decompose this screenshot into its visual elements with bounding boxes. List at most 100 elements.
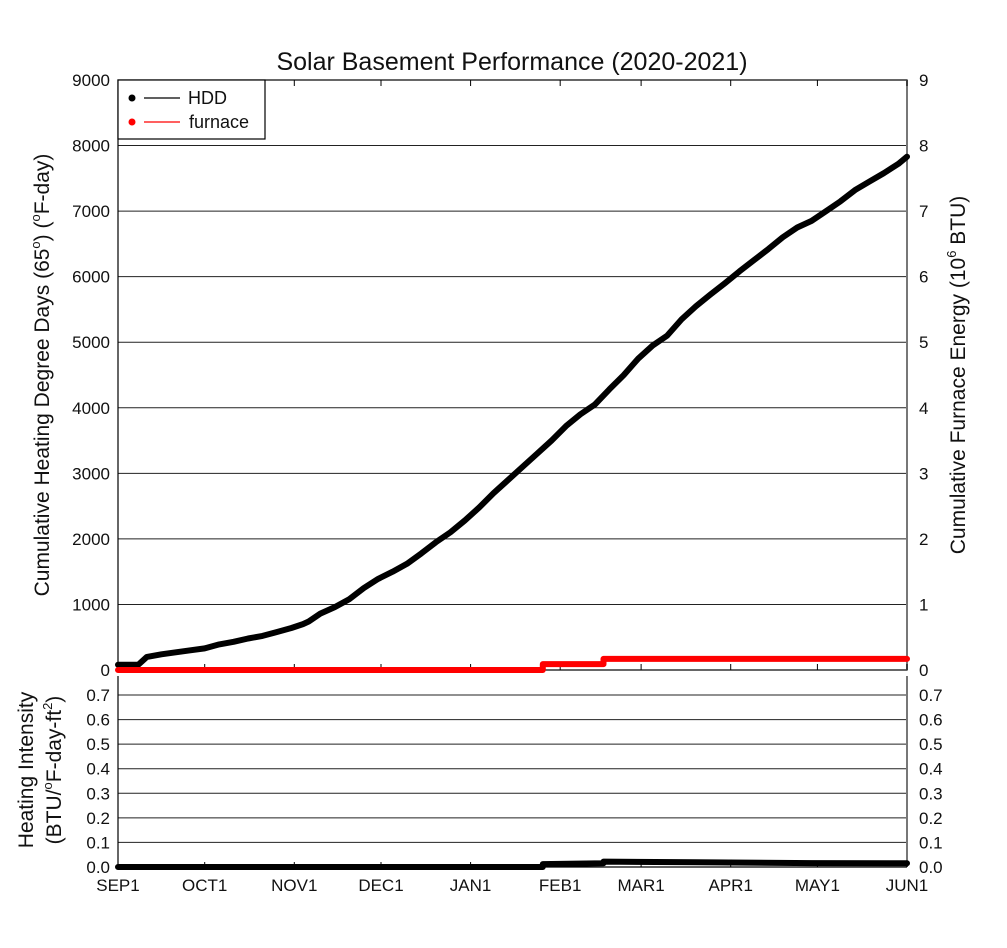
x-tick-label: JUN1 (886, 876, 929, 895)
y-axis-title-intensity-line1: Heating Intensity (15, 691, 38, 848)
legend-box (117, 79, 266, 140)
bottom-y2-tick-label: 0.1 (919, 833, 943, 852)
top-y2-tick-label: 4 (919, 399, 928, 418)
bottom-y-tick-label: 0.4 (86, 760, 110, 779)
hdd-point (448, 530, 452, 534)
hdd-point (766, 247, 770, 251)
top-y2-tick-label: 1 (919, 595, 928, 614)
bottom-y-tick-label: 0.0 (86, 858, 110, 877)
intensity-point (541, 862, 545, 866)
top-y-tick-label: 2000 (72, 530, 110, 549)
top-y-tick-label: 0 (101, 661, 110, 680)
hdd-point (550, 439, 554, 443)
top-y-tick-label: 7000 (72, 202, 110, 221)
hdd-point (318, 612, 322, 616)
furnace-point (541, 668, 545, 672)
y-axis-title-intensity-line2: (BTU/oF-day-ft2) (40, 696, 66, 845)
hdd-point (333, 605, 337, 609)
furnace-series-line (115, 655, 910, 673)
intensity-point (602, 860, 606, 864)
hdd-point (217, 642, 221, 646)
hdd-point (853, 188, 857, 192)
hdd-point (622, 373, 626, 377)
hdd-point (391, 570, 395, 574)
x-tick-labels: SEP1 OCT1 NOV1 DEC1 JAN1 FEB1 MAR1 APR1 MAY1 JUN1 (96, 876, 928, 895)
hdd-point (636, 357, 640, 361)
legend: HDD furnace (117, 79, 266, 140)
x-tick-label: APR1 (708, 876, 752, 895)
top-gridlines (118, 145, 907, 605)
top-y-tick-label: 9000 (72, 71, 110, 90)
furnace-point (602, 657, 606, 661)
hdd-point (651, 344, 655, 347)
bottom-y-tick-label: 0.1 (86, 833, 110, 852)
hdd-point (159, 652, 163, 656)
y-axis-title-hdd: Cumulative Heating Degree Days (65o) (oF… (28, 154, 54, 597)
hdd-point (521, 465, 525, 469)
hdd-point (347, 597, 351, 601)
hdd-point (301, 622, 305, 626)
hdd-point (289, 626, 293, 630)
hdd-point (145, 655, 149, 659)
hdd-point (275, 630, 279, 634)
top-y-tick-label: 8000 (72, 137, 110, 156)
bottom-y2-tick-label: 0.5 (919, 735, 943, 754)
x-tick-label: OCT1 (182, 876, 227, 895)
hdd-point (564, 424, 568, 428)
bottom-y2-tick-labels: 0.0 0.1 0.2 0.3 0.4 0.5 0.6 0.7 (919, 686, 943, 877)
top-y-tick-label: 3000 (72, 464, 110, 483)
top-series (115, 153, 910, 673)
top-y2-tick-label: 0 (919, 661, 928, 680)
bottom-y2-tick-label: 0.6 (919, 711, 943, 730)
hdd-point (752, 258, 756, 262)
bottom-y2-tick-label: 0.0 (919, 858, 943, 877)
top-y2-tick-label: 8 (919, 137, 928, 156)
bottom-y-tick-label: 0.2 (86, 809, 110, 828)
hdd-point (477, 505, 481, 509)
intensity-point (116, 865, 120, 869)
top-y2-tick-label: 9 (919, 71, 928, 90)
bottom-y-tick-label: 0.5 (86, 735, 110, 754)
hdd-point (405, 562, 409, 566)
bottom-y-tick-label: 0.3 (86, 784, 110, 803)
hdd-point (905, 155, 909, 159)
x-tick-label: MAR1 (617, 876, 664, 895)
hdd-point (680, 317, 684, 321)
hdd-point (593, 403, 597, 406)
top-plot-frame (117, 79, 908, 671)
hdd-point (376, 577, 380, 581)
hdd-point (535, 452, 539, 456)
hdd-point (839, 199, 843, 203)
hdd-point (419, 551, 423, 555)
intensity-point (905, 861, 909, 865)
hdd-point (136, 663, 140, 667)
y2-axis-title-furnace: Cumulative Furnace Energy (106 BTU) (944, 196, 970, 555)
top-plot-border (117, 79, 908, 671)
hdd-point (824, 209, 828, 213)
hdd-point (246, 637, 250, 641)
bottom-y2-tick-label: 0.3 (919, 784, 943, 803)
hdd-point (810, 219, 814, 223)
hdd-point (665, 334, 669, 338)
bottom-y2-tick-label: 0.2 (919, 809, 943, 828)
hdd-point (694, 304, 698, 308)
hdd-point (708, 292, 712, 296)
bottom-gridlines (118, 694, 907, 843)
legend-marker-hdd (128, 94, 136, 102)
hdd-point (188, 648, 192, 652)
hdd-point (463, 519, 467, 523)
hdd-point (492, 491, 496, 495)
hdd-series-line (115, 153, 910, 668)
intensity-point (694, 860, 698, 864)
bottom-y2-tick-label: 0.7 (919, 686, 943, 705)
hdd-point (203, 646, 207, 650)
bottom-series (115, 858, 910, 870)
hdd-point (723, 281, 727, 285)
bottom-y-tick-label: 0.6 (86, 711, 110, 730)
top-x-ticks (117, 80, 908, 670)
top-y2-tick-labels: 0 1 2 3 4 5 6 7 8 9 (919, 71, 928, 680)
x-tick-label: MAY1 (795, 876, 840, 895)
hdd-point (781, 235, 785, 239)
top-y-tick-label: 6000 (72, 268, 110, 287)
